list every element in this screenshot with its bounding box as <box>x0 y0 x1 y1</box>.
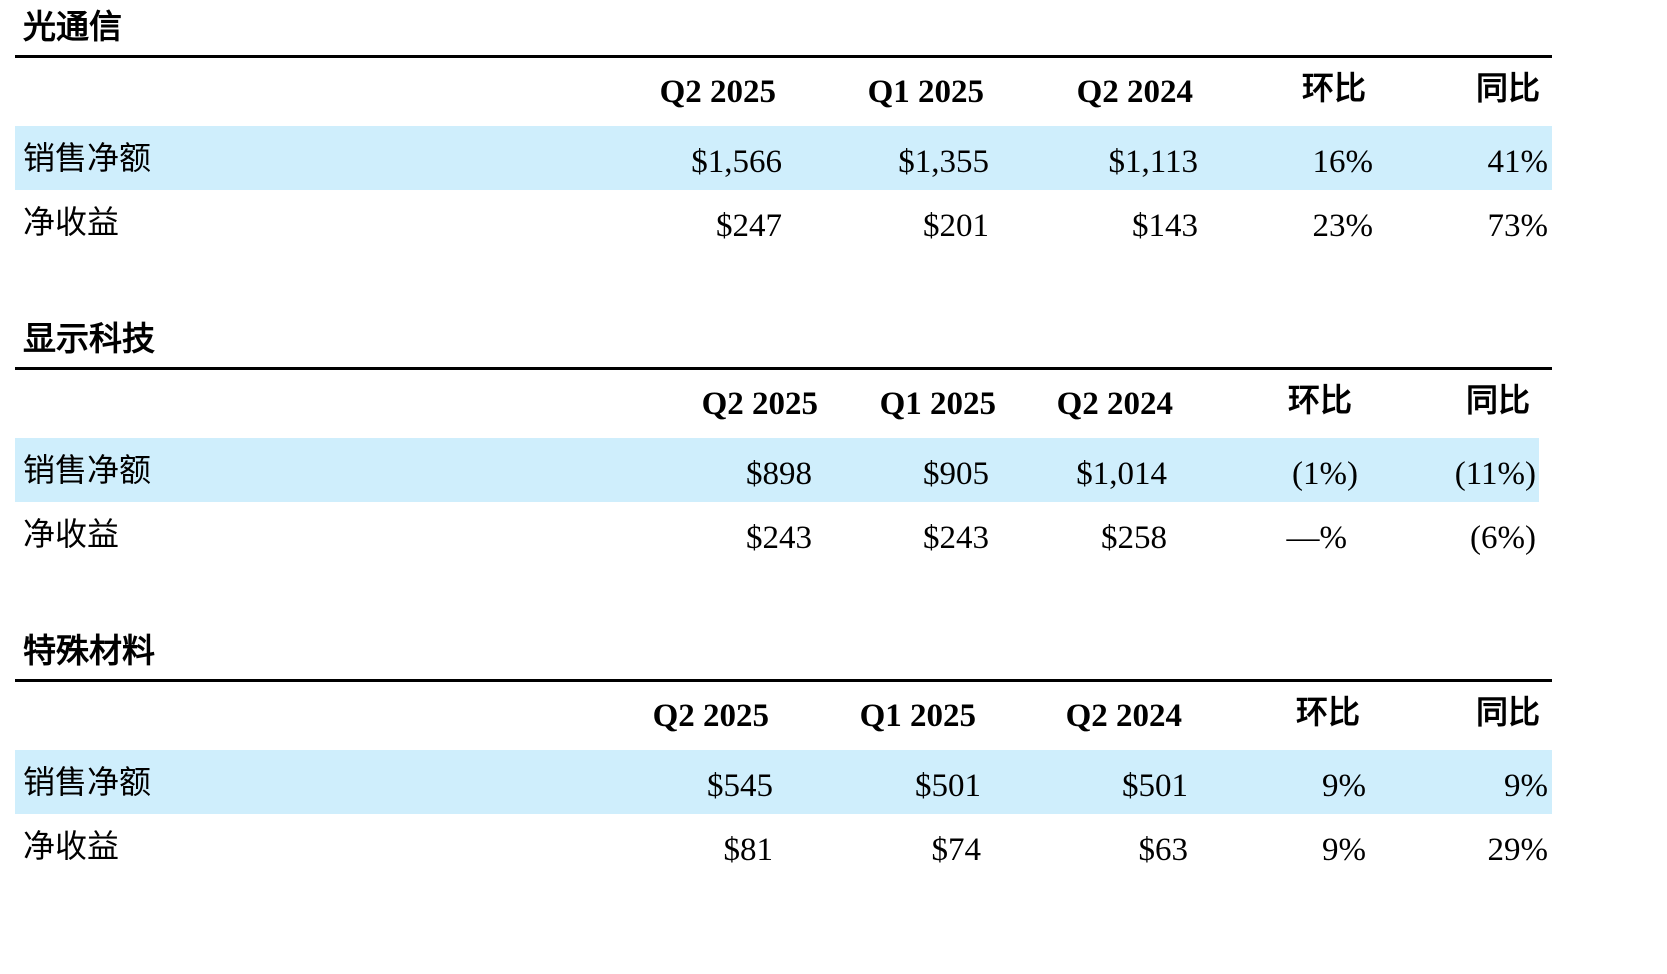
section-divider <box>15 679 1552 682</box>
row-label-net-income: 净收益 <box>23 204 120 240</box>
cell-value: (1%) <box>1292 456 1358 492</box>
cell-value: $501 <box>1122 768 1188 804</box>
cell-value: 16% <box>1312 144 1374 180</box>
section-title: 特殊材料 <box>23 634 155 670</box>
cell-value: $247 <box>716 208 782 244</box>
header-qoq: 环比 <box>1287 382 1352 418</box>
table-row-highlight <box>15 126 1552 190</box>
header-q2-2024: Q2 2024 <box>1056 386 1173 422</box>
cell-value: (6%) <box>1470 520 1536 556</box>
cell-value: 73% <box>1487 208 1549 244</box>
cell-value: $1,014 <box>1076 456 1167 492</box>
cell-value: $201 <box>923 208 989 244</box>
cell-value: $243 <box>746 520 812 556</box>
cell-value: $1,355 <box>898 144 989 180</box>
cell-value: —% <box>1286 520 1348 556</box>
cell-value: $1,113 <box>1108 144 1198 180</box>
header-q2-2025: Q2 2025 <box>652 698 769 734</box>
cell-value: $501 <box>915 768 981 804</box>
header-q2-2024: Q2 2024 <box>1076 74 1193 110</box>
section-optical-communications: 光通信 Q2 2025 Q1 2025 Q2 2024 环比 同比 销售净额 $… <box>15 8 1552 268</box>
row-label-net-sales: 销售净额 <box>23 452 152 488</box>
cell-value: $243 <box>923 520 989 556</box>
cell-value: $258 <box>1101 520 1167 556</box>
cell-value: 29% <box>1487 832 1549 868</box>
header-q2-2025: Q2 2025 <box>659 74 776 110</box>
cell-value: 41% <box>1487 144 1549 180</box>
cell-value: $905 <box>923 456 989 492</box>
row-label-net-sales: 销售净额 <box>23 140 152 176</box>
header-yoy: 同比 <box>1475 70 1540 106</box>
section-divider <box>15 55 1552 58</box>
header-q1-2025: Q1 2025 <box>859 698 976 734</box>
section-divider <box>15 367 1552 370</box>
header-q2-2025: Q2 2025 <box>701 386 818 422</box>
header-qoq: 环比 <box>1295 694 1360 730</box>
header-q1-2025: Q1 2025 <box>879 386 996 422</box>
cell-value: $1,566 <box>691 144 782 180</box>
header-yoy: 同比 <box>1465 382 1530 418</box>
cell-value: 9% <box>1504 768 1548 804</box>
section-display-technologies: 显示科技 Q2 2025 Q1 2025 Q2 2024 环比 同比 销售净额 … <box>15 320 1552 580</box>
cell-value: $143 <box>1132 208 1198 244</box>
cell-value: 9% <box>1322 768 1366 804</box>
cell-value: $63 <box>1138 832 1189 868</box>
cell-value: $898 <box>746 456 812 492</box>
section-title: 光通信 <box>23 10 122 46</box>
row-label-net-sales: 销售净额 <box>23 764 152 800</box>
section-title: 显示科技 <box>23 322 155 358</box>
cell-value: $81 <box>723 832 774 868</box>
cell-value: (11%) <box>1454 456 1536 492</box>
table-row-highlight <box>15 438 1539 502</box>
cell-value: $74 <box>931 832 982 868</box>
table-row-highlight <box>15 750 1552 814</box>
header-yoy: 同比 <box>1475 694 1540 730</box>
cell-value: $545 <box>707 768 773 804</box>
header-q2-2024: Q2 2024 <box>1065 698 1182 734</box>
cell-value: 23% <box>1312 208 1374 244</box>
header-qoq: 环比 <box>1301 70 1366 106</box>
header-q1-2025: Q1 2025 <box>867 74 984 110</box>
cell-value: 9% <box>1322 832 1366 868</box>
row-label-net-income: 净收益 <box>23 828 120 864</box>
row-label-net-income: 净收益 <box>23 516 120 552</box>
section-specialty-materials: 特殊材料 Q2 2025 Q1 2025 Q2 2024 环比 同比 销售净额 … <box>15 632 1552 892</box>
